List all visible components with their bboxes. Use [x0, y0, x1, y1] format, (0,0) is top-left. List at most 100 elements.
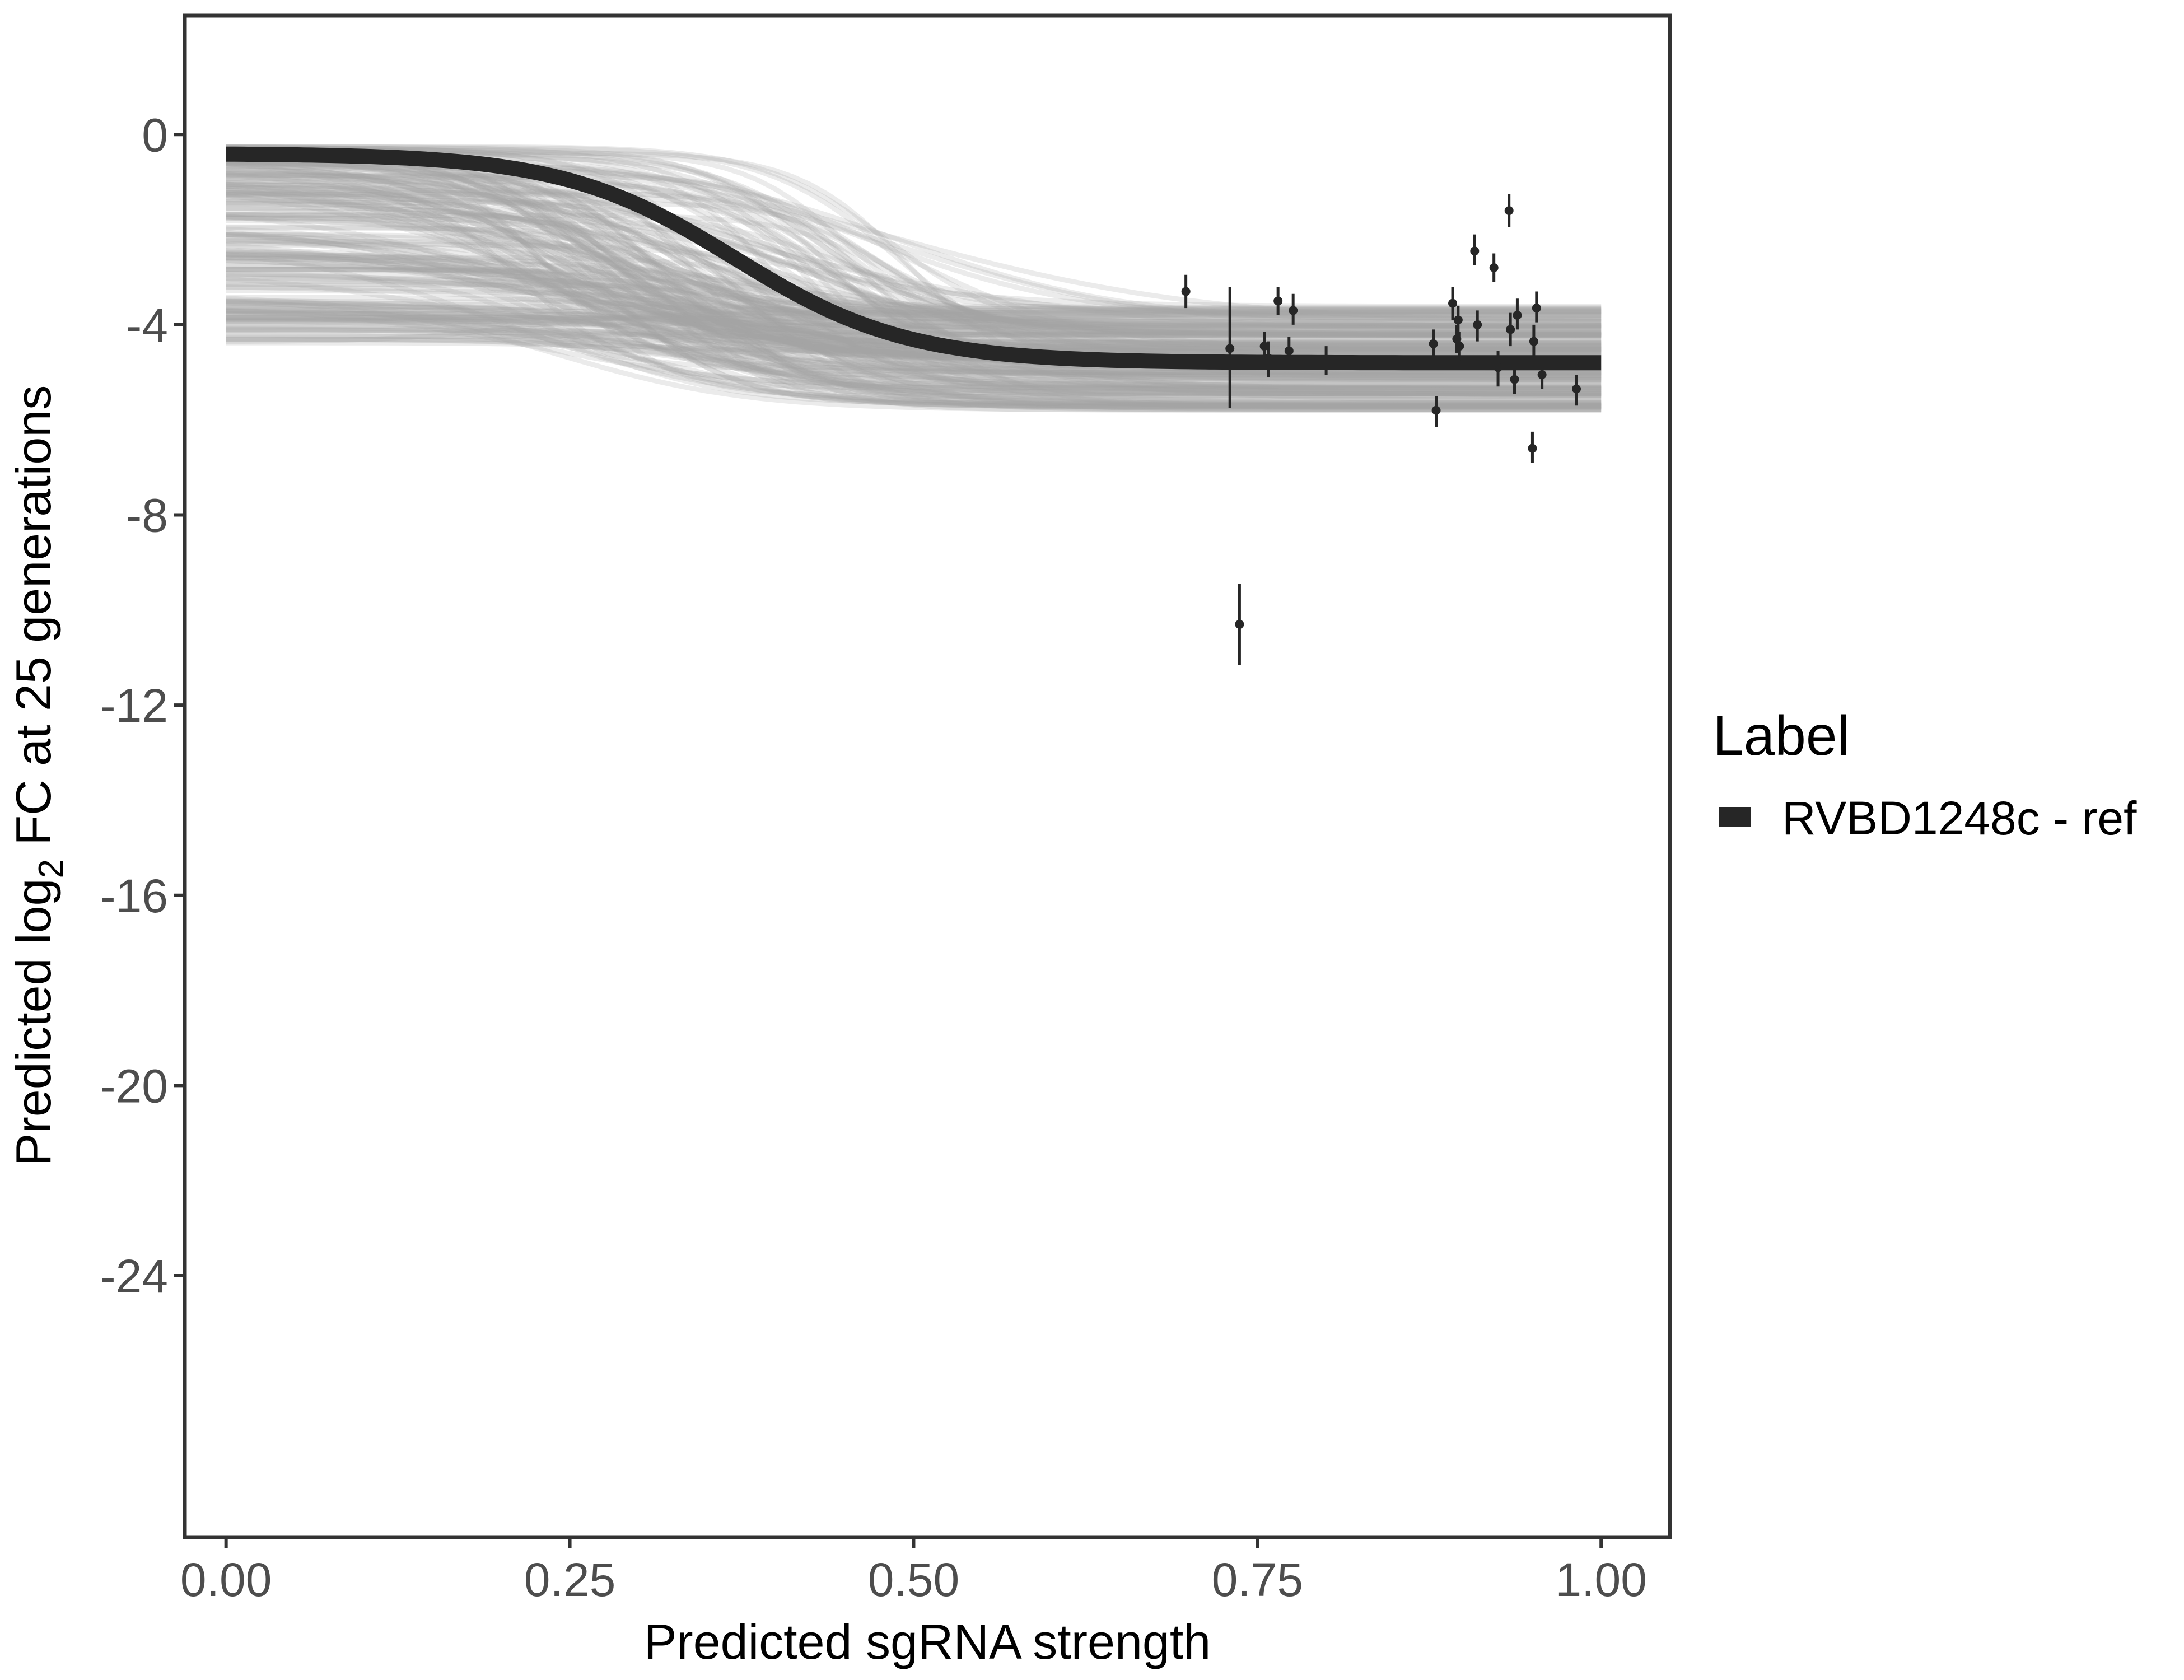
posterior-draw-line	[226, 308, 1602, 394]
posterior-draw-line	[226, 191, 1602, 356]
y-axis-title-prefix: Predicted log	[6, 879, 61, 1166]
posterior-draw-line	[226, 299, 1602, 413]
data-point	[1235, 619, 1244, 629]
posterior-draw-line	[226, 241, 1602, 346]
y-tick-label: -8	[126, 489, 168, 542]
posterior-draw-line	[226, 226, 1602, 409]
posterior-draw-line	[226, 215, 1602, 375]
posterior-draw-line	[226, 250, 1602, 383]
posterior-draw-line	[226, 282, 1602, 354]
posterior-draw-line	[226, 277, 1602, 336]
data-point	[1470, 246, 1480, 256]
legend: Label RVBD1248c - ref	[1712, 704, 2137, 844]
posterior-draw-line	[226, 184, 1602, 321]
posterior-draw-line	[226, 181, 1602, 318]
posterior-draw-line	[226, 314, 1602, 404]
posterior-draw-line	[226, 218, 1602, 399]
posterior-draw-line	[226, 190, 1602, 412]
data-point	[1455, 342, 1464, 351]
data-point	[1431, 405, 1441, 415]
posterior-draw-line	[226, 168, 1602, 330]
posterior-draw-line	[226, 252, 1602, 407]
data-point	[1572, 384, 1581, 394]
posterior-draw-line	[226, 232, 1602, 332]
posterior-draw-line	[226, 173, 1602, 330]
posterior-draw-line	[226, 317, 1602, 328]
data-point	[1448, 298, 1458, 308]
posterior-draw-line	[226, 182, 1602, 309]
x-tick-label: 1.00	[1555, 1553, 1647, 1606]
posterior-draw-line	[226, 181, 1602, 396]
posterior-draw-line	[226, 311, 1602, 391]
plot-panel-border	[183, 13, 1672, 1539]
posterior-draw-line	[226, 144, 1602, 338]
posterior-draw-line	[226, 212, 1602, 337]
x-axis: 0.00 0.25 0.50 0.75 1.00	[180, 1539, 1647, 1606]
posterior-draw-line	[226, 251, 1602, 338]
posterior-draw-line	[226, 172, 1602, 318]
posterior-draw-line	[226, 170, 1602, 351]
x-tick-label: 0.50	[868, 1553, 960, 1606]
legend-title: Label	[1712, 704, 1850, 767]
posterior-draw-line	[226, 238, 1602, 396]
posterior-draw-line	[226, 251, 1602, 316]
posterior-draw-line	[226, 276, 1602, 395]
posterior-draw-line	[226, 304, 1602, 311]
posterior-draw-line	[226, 184, 1602, 334]
posterior-draw-line	[226, 197, 1602, 407]
posterior-draw-line	[226, 214, 1602, 401]
posterior-draw-line	[226, 312, 1602, 328]
posterior-draw-line	[226, 150, 1602, 397]
posterior-draw-line	[226, 145, 1602, 338]
y-axis: 0 -4 -8 -12 -16 -20 -24	[100, 109, 183, 1303]
posterior-draw-line	[226, 182, 1602, 412]
posterior-draw-line	[226, 276, 1602, 378]
x-tick-label: 0.00	[180, 1553, 272, 1606]
posterior-draw-line	[226, 248, 1602, 314]
data-point	[1532, 304, 1541, 313]
posterior-draw-line	[226, 156, 1602, 353]
posterior-draw-line	[226, 211, 1602, 325]
posterior-draw-line	[226, 252, 1602, 329]
posterior-draw-line	[226, 159, 1602, 378]
posterior-draw-line	[226, 161, 1602, 391]
posterior-draw-line	[226, 167, 1602, 388]
data-point	[1263, 353, 1273, 363]
posterior-draw-line	[226, 144, 1602, 408]
posterior-draw-line	[226, 242, 1602, 396]
posterior-draw-line	[226, 236, 1602, 352]
posterior-draw-line	[226, 314, 1602, 376]
posterior-draw-line	[226, 190, 1602, 382]
posterior-draw-line	[226, 205, 1602, 335]
posterior-draw-line	[226, 255, 1602, 410]
posterior-draw-line	[226, 310, 1602, 325]
posterior-draw-line	[226, 271, 1602, 318]
data-point	[1429, 339, 1438, 348]
posterior-draw-line	[226, 271, 1602, 310]
data-point	[1284, 346, 1294, 356]
y-axis-title-subscript: 2	[32, 859, 71, 878]
posterior-draw-line	[226, 145, 1602, 375]
posterior-draw-line	[226, 224, 1602, 388]
posterior-draw-line	[226, 323, 1602, 378]
posterior-draw-line	[226, 258, 1602, 328]
posterior-draw-line	[226, 188, 1602, 357]
posterior-draw-line	[226, 336, 1602, 391]
posterior-draw-line	[226, 160, 1602, 389]
posterior-draw-line	[226, 200, 1602, 334]
posterior-draw-line	[226, 186, 1602, 377]
posterior-draw-line	[226, 262, 1602, 380]
posterior-draw-line	[226, 152, 1602, 348]
y-axis-title: Predicted log2 FC at 25 generations	[6, 385, 71, 1166]
posterior-draw-line	[226, 185, 1602, 405]
posterior-draw-line	[226, 183, 1602, 328]
posterior-draw-line	[226, 170, 1602, 375]
posterior-draw-line	[226, 267, 1602, 328]
posterior-draw-line	[226, 231, 1602, 393]
posterior-draw-line	[226, 204, 1602, 396]
data-point	[1494, 363, 1503, 372]
posterior-draw-line	[226, 248, 1602, 407]
data-point	[1489, 263, 1499, 273]
posterior-draw-line	[226, 326, 1602, 354]
